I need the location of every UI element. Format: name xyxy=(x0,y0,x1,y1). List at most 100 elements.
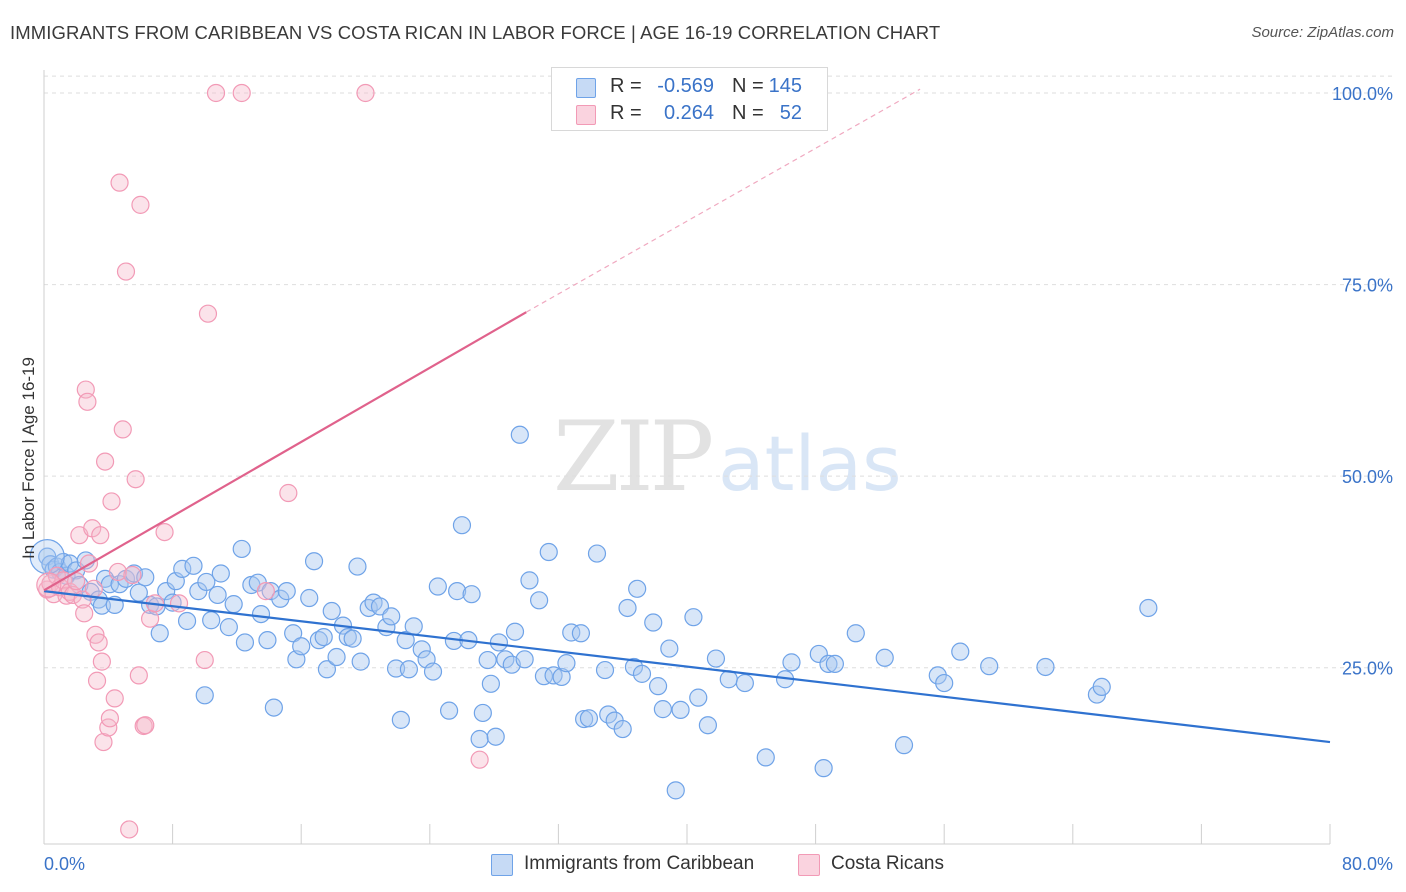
legend-r-label: R = xyxy=(610,102,642,124)
data-point-costa-rican xyxy=(120,820,139,839)
data-point-costa-rican xyxy=(356,83,375,103)
watermark: ZIP atlas xyxy=(553,401,902,513)
data-point-caribbean xyxy=(386,659,406,678)
bottom-legend-label-costa-rican: Costa Ricans xyxy=(831,853,944,874)
data-point-caribbean xyxy=(150,624,169,643)
bottom-legend-swatch-costa-rican xyxy=(798,854,820,876)
data-point-caribbean xyxy=(1092,677,1111,697)
data-point-caribbean xyxy=(208,585,227,605)
data-point-caribbean xyxy=(157,582,176,601)
data-point-caribbean xyxy=(452,516,472,535)
data-point-caribbean xyxy=(300,588,319,608)
data-point-caribbean xyxy=(470,729,489,749)
data-point-caribbean xyxy=(348,557,367,576)
data-point-caribbean xyxy=(224,595,243,614)
data-point-caribbean xyxy=(875,648,894,667)
data-point-caribbean xyxy=(211,564,230,583)
data-point-costa-rican xyxy=(134,716,153,736)
data-point-caribbean xyxy=(399,660,419,679)
data-point-caribbean xyxy=(251,604,271,624)
y-tick-label: 100.0% xyxy=(1332,84,1393,104)
data-point-caribbean xyxy=(439,701,459,720)
data-point-caribbean xyxy=(197,572,216,592)
data-point-costa-rican xyxy=(256,582,275,601)
legend-n-value: 145 xyxy=(768,75,802,97)
data-point-caribbean xyxy=(284,624,303,643)
data-point-caribbean xyxy=(396,631,415,650)
data-point-costa-rican xyxy=(110,173,129,192)
data-point-costa-rican xyxy=(99,718,118,737)
data-point-costa-rican xyxy=(195,650,214,670)
y-axis-label: In Labor Force | Age 16-19 xyxy=(19,357,38,559)
data-point-caribbean xyxy=(671,700,690,719)
data-point-caribbean xyxy=(462,585,481,604)
data-point-costa-rican xyxy=(95,452,115,471)
data-point-caribbean xyxy=(428,577,447,596)
y-tick-label: 50.0% xyxy=(1342,467,1393,487)
data-point-caribbean xyxy=(505,622,525,641)
data-point-costa-rican xyxy=(206,83,226,103)
data-point-caribbean xyxy=(644,613,663,632)
data-point-costa-rican xyxy=(113,420,132,439)
data-point-caribbean xyxy=(980,657,999,676)
data-point-caribbean xyxy=(292,637,311,656)
data-point-caribbean xyxy=(632,664,652,683)
data-point-caribbean xyxy=(486,727,505,746)
data-point-costa-rican xyxy=(102,492,121,511)
data-point-caribbean xyxy=(258,631,277,650)
legend-r-value: -0.569 xyxy=(657,75,714,97)
data-point-caribbean xyxy=(489,633,509,652)
legend-r-value: 0.264 xyxy=(663,102,714,124)
data-point-caribbean xyxy=(343,629,362,648)
data-point-caribbean xyxy=(481,674,500,693)
legend-n-value: 52 xyxy=(779,102,802,124)
data-point-costa-rican xyxy=(155,523,174,542)
data-point-costa-rican xyxy=(131,195,150,214)
data-point-caribbean xyxy=(539,542,558,562)
data-point-costa-rican xyxy=(84,579,103,598)
data-point-caribbean xyxy=(235,633,255,652)
data-point-caribbean xyxy=(448,582,467,601)
data-point-caribbean xyxy=(587,544,607,563)
data-point-caribbean xyxy=(706,649,726,668)
data-point-caribbean xyxy=(552,667,571,687)
data-point-costa-rican xyxy=(91,526,110,545)
data-point-caribbean xyxy=(684,608,703,627)
data-point-caribbean xyxy=(660,639,679,658)
data-point-costa-rican xyxy=(92,652,111,671)
data-point-costa-rican xyxy=(105,689,124,708)
data-point-costa-rican xyxy=(129,666,148,685)
data-point-caribbean xyxy=(735,673,754,693)
data-point-costa-rican xyxy=(116,262,136,281)
data-point-caribbean xyxy=(184,556,203,575)
data-point-caribbean xyxy=(351,652,370,671)
data-point-costa-rican xyxy=(108,562,128,582)
bottom-legend-swatch-caribbean xyxy=(491,854,513,876)
data-point-caribbean xyxy=(1036,657,1055,677)
x-tick-label: 80.0% xyxy=(1342,854,1393,874)
legend-r-label: R = xyxy=(610,75,642,97)
data-point-caribbean xyxy=(628,579,647,598)
data-point-caribbean xyxy=(412,640,431,659)
trend-line-costa-rican-extension xyxy=(525,88,921,313)
data-point-caribbean xyxy=(935,673,954,693)
data-point-caribbean xyxy=(648,677,668,696)
data-point-caribbean xyxy=(951,642,970,661)
data-point-caribbean xyxy=(473,703,492,723)
legend: R = -0.569 N = 145 R = 0.264 N = 52 xyxy=(551,67,828,131)
data-point-costa-rican xyxy=(279,483,298,503)
watermark-zip: ZIP xyxy=(553,401,712,513)
data-point-costa-rican xyxy=(87,671,107,690)
data-point-caribbean xyxy=(322,601,341,621)
data-point-caribbean xyxy=(613,719,632,739)
data-point-caribbean xyxy=(264,698,283,717)
data-point-costa-rican xyxy=(232,83,251,103)
data-point-caribbean xyxy=(219,618,238,637)
data-point-caribbean xyxy=(478,650,497,670)
data-point-caribbean xyxy=(698,716,717,735)
data-point-caribbean xyxy=(894,736,914,755)
data-point-caribbean xyxy=(173,559,192,578)
data-point-caribbean xyxy=(404,617,423,636)
data-point-costa-rican xyxy=(100,709,120,728)
